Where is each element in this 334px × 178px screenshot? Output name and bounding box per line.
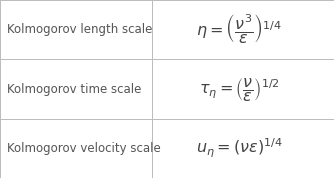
Text: $\tau_{\eta} = \left(\dfrac{\nu}{\epsilon}\right)^{1/2}$: $\tau_{\eta} = \left(\dfrac{\nu}{\epsilo… (199, 75, 280, 103)
Text: $u_{\eta} = (\nu\epsilon)^{1/4}$: $u_{\eta} = (\nu\epsilon)^{1/4}$ (196, 137, 283, 160)
Text: $\eta = \left(\dfrac{\nu^3}{\epsilon}\right)^{1/4}$: $\eta = \left(\dfrac{\nu^3}{\epsilon}\ri… (196, 13, 283, 46)
Text: Kolmogorov time scale: Kolmogorov time scale (7, 82, 141, 96)
Text: Kolmogorov length scale: Kolmogorov length scale (7, 23, 152, 36)
Text: Kolmogorov velocity scale: Kolmogorov velocity scale (7, 142, 160, 155)
